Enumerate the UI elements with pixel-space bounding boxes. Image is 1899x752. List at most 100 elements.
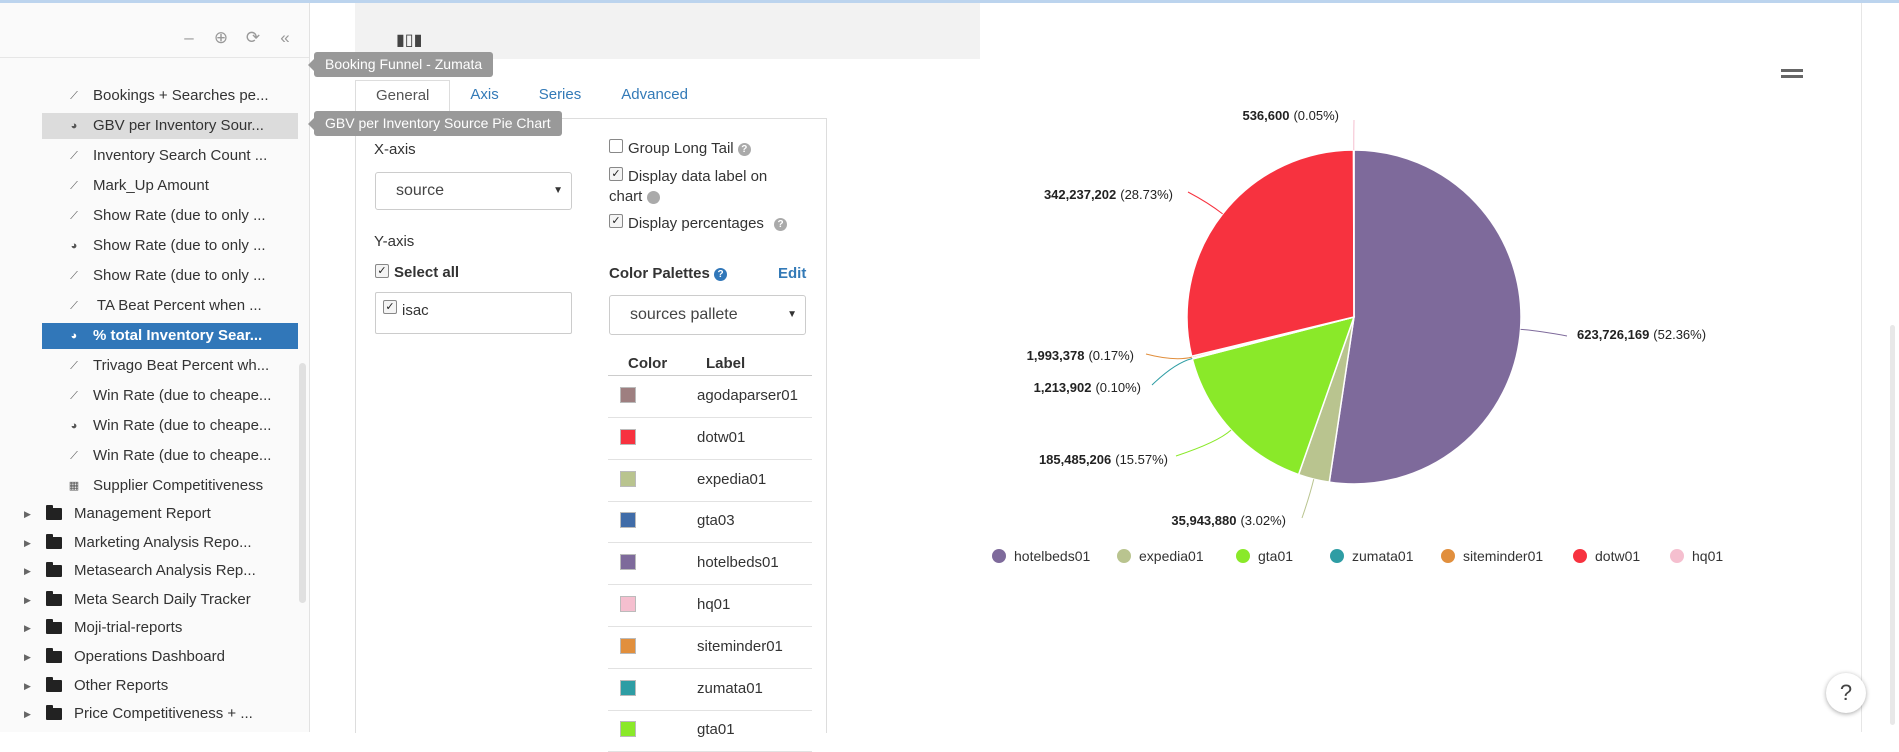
sidebar-item[interactable]: ⟋Show Rate (due to only ...	[42, 263, 298, 289]
legend-label: siteminder01	[1463, 548, 1543, 564]
tooltip-gbv: GBV per Inventory Source Pie Chart	[314, 111, 562, 136]
data-label-value: 185,485,206	[1039, 452, 1111, 467]
legend-marker	[1236, 549, 1250, 563]
bar-chart-icon[interactable]: ▮▯▮	[396, 30, 422, 50]
folder-icon	[46, 537, 62, 549]
sidebar-item[interactable]: ▦Supplier Competitiveness	[42, 473, 298, 499]
sidebar-item[interactable]: ◕% total Inventory Sear...	[42, 323, 298, 349]
sidebar-folder[interactable]: ▶Operations Dashboard	[24, 644, 299, 670]
caret-right-icon[interactable]: ▶	[24, 644, 34, 670]
folder-icon	[46, 594, 62, 606]
color-label: zumata01	[697, 680, 763, 697]
tab-advanced[interactable]: Advanced	[601, 80, 708, 118]
xaxis-select-value: source	[396, 182, 444, 199]
help-icon[interactable]: ?	[647, 191, 660, 204]
refresh-icon[interactable]: ⟳	[242, 27, 264, 49]
sidebar-folder[interactable]: ▶Price Competitiveness + ...	[24, 701, 299, 727]
sidebar-folder-label: Management Report	[74, 501, 211, 527]
sidebar-folder-label: Marketing Analysis Repo...	[74, 530, 252, 556]
legend-item-siteminder01[interactable]: siteminder01	[1441, 548, 1543, 564]
palette-select[interactable]: sources pallete ▼	[609, 295, 806, 335]
sidebar-item[interactable]: ⟋Mark_Up Amount	[42, 173, 298, 199]
chevron-down-icon: ▼	[553, 173, 563, 209]
sidebar-scrollbar[interactable]	[299, 363, 306, 603]
sidebar-item[interactable]: ⟋ TA Beat Percent when ...	[42, 293, 298, 319]
legend-marker	[992, 549, 1006, 563]
color-swatch[interactable]	[620, 429, 636, 445]
pie-slice-hotelbeds01[interactable]	[1329, 150, 1521, 484]
legend-item-dotw01[interactable]: dotw01	[1573, 548, 1640, 564]
sidebar-item-label: % total Inventory Sear...	[93, 323, 262, 349]
help-button[interactable]: ?	[1826, 673, 1866, 713]
color-table-row: siteminder01	[608, 627, 812, 669]
help-icon[interactable]: ?	[738, 143, 751, 156]
color-swatch[interactable]	[620, 596, 636, 612]
color-swatch[interactable]	[620, 680, 636, 696]
sidebar-item[interactable]: ⟋Win Rate (due to cheape...	[42, 443, 298, 469]
legend-item-hq01[interactable]: hq01	[1670, 548, 1723, 564]
data-label-connector	[1521, 329, 1567, 336]
label-column-header: Label	[706, 355, 745, 372]
xaxis-select[interactable]: source ▼	[375, 172, 572, 210]
page-scrollbar[interactable]	[1890, 325, 1895, 725]
legend-item-hotelbeds01[interactable]: hotelbeds01	[992, 548, 1091, 564]
legend-label: gta01	[1258, 548, 1293, 564]
sidebar-item[interactable]: ◕GBV per Inventory Sour...	[42, 113, 298, 139]
sidebar-folder[interactable]: ▶Metasearch Analysis Rep...	[24, 558, 299, 584]
legend-item-gta01[interactable]: gta01	[1236, 548, 1293, 564]
color-swatch[interactable]	[620, 512, 636, 528]
crosshair-icon[interactable]: ⊕	[210, 27, 232, 49]
select-all-checkbox[interactable]: ✓	[375, 264, 389, 278]
sidebar-item[interactable]: ⟋Bookings + Searches pe...	[42, 83, 298, 109]
help-icon[interactable]: ?	[774, 218, 787, 231]
legend-item-expedia01[interactable]: expedia01	[1117, 548, 1204, 564]
sidebar-item[interactable]: ⟋Inventory Search Count ...	[42, 143, 298, 169]
sidebar-folder[interactable]: ▶Moji-trial-reports	[24, 615, 299, 641]
palette-select-value: sources pallete	[630, 306, 738, 323]
folder-icon	[46, 708, 62, 720]
yaxis-item-label: isac	[402, 302, 429, 319]
caret-right-icon[interactable]: ▶	[24, 701, 34, 727]
minimize-icon[interactable]: –	[178, 27, 200, 49]
group-long-tail-option: Group Long Tail ?	[628, 140, 751, 157]
caret-right-icon[interactable]: ▶	[24, 615, 34, 641]
sidebar-item[interactable]: ◕Show Rate (due to only ...	[42, 233, 298, 259]
hamburger-icon[interactable]	[1781, 69, 1803, 81]
caret-right-icon[interactable]: ▶	[24, 673, 34, 699]
sidebar-item[interactable]: ⟋Trivago Beat Percent wh...	[42, 353, 298, 379]
line-chart-icon: ⟋	[66, 143, 82, 169]
edit-palette-link[interactable]: Edit	[778, 265, 806, 282]
group-long-tail-checkbox[interactable]	[609, 139, 623, 153]
legend-item-zumata01[interactable]: zumata01	[1330, 548, 1414, 564]
sidebar-item[interactable]: ⟋Win Rate (due to cheape...	[42, 383, 298, 409]
sidebar-folder[interactable]: ▶ Marketing Analysis Repo...	[24, 530, 299, 556]
color-swatch[interactable]	[620, 471, 636, 487]
help-icon[interactable]: ?	[714, 268, 727, 281]
color-label: siteminder01	[697, 638, 783, 655]
data-label: 185,485,206(15.57%)	[1039, 452, 1168, 467]
color-swatch[interactable]	[620, 387, 636, 403]
sidebar-folder[interactable]: ▶ Management Report	[24, 501, 299, 527]
collapse-icon[interactable]: «	[274, 27, 296, 49]
caret-right-icon[interactable]: ▶	[24, 587, 34, 613]
color-swatch[interactable]	[620, 638, 636, 654]
caret-right-icon[interactable]: ▶	[24, 530, 34, 556]
sidebar-item-label: GBV per Inventory Sour...	[93, 113, 264, 139]
caret-right-icon[interactable]: ▶	[24, 558, 34, 584]
yaxis-item-checkbox[interactable]: ✓	[383, 300, 397, 314]
xaxis-label: X-axis	[374, 141, 416, 158]
caret-right-icon[interactable]: ▶	[24, 501, 34, 527]
sidebar-folder[interactable]: ▶Meta Search Daily Tracker	[24, 587, 299, 613]
sidebar-item[interactable]: ⟋Show Rate (due to only ...	[42, 203, 298, 229]
display-percentages-checkbox[interactable]: ✓	[609, 214, 623, 228]
display-percentages-label: Display percentages	[628, 215, 764, 232]
sidebar-item-label: Bookings + Searches pe...	[93, 83, 269, 109]
legend-label: hotelbeds01	[1014, 548, 1091, 564]
line-chart-icon: ⟋	[66, 353, 82, 379]
select-all-label: Select all	[394, 264, 459, 281]
color-swatch[interactable]	[620, 554, 636, 570]
data-label: 623,726,169(52.36%)	[1577, 327, 1706, 342]
sidebar-folder[interactable]: ▶Other Reports	[24, 673, 299, 699]
sidebar-item[interactable]: ◕Win Rate (due to cheape...	[42, 413, 298, 439]
color-swatch[interactable]	[620, 721, 636, 737]
